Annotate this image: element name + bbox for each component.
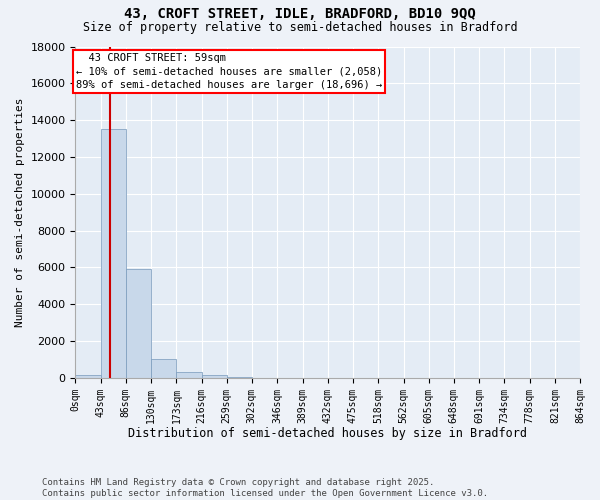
Y-axis label: Number of semi-detached properties: Number of semi-detached properties: [15, 98, 25, 327]
X-axis label: Distribution of semi-detached houses by size in Bradford: Distribution of semi-detached houses by …: [128, 427, 527, 440]
Bar: [202, 375, 227, 378]
Bar: [227, 377, 252, 378]
Bar: [176, 372, 202, 378]
Text: Size of property relative to semi-detached houses in Bradford: Size of property relative to semi-detach…: [83, 21, 517, 34]
Bar: [125, 269, 151, 378]
Bar: [76, 375, 101, 378]
Bar: [151, 360, 176, 378]
Text: 43 CROFT STREET: 59sqm  
← 10% of semi-detached houses are smaller (2,058)
89% o: 43 CROFT STREET: 59sqm ← 10% of semi-det…: [76, 53, 382, 90]
Text: 43, CROFT STREET, IDLE, BRADFORD, BD10 9QQ: 43, CROFT STREET, IDLE, BRADFORD, BD10 9…: [124, 8, 476, 22]
Text: Contains HM Land Registry data © Crown copyright and database right 2025.
Contai: Contains HM Land Registry data © Crown c…: [42, 478, 488, 498]
Bar: [101, 130, 125, 378]
